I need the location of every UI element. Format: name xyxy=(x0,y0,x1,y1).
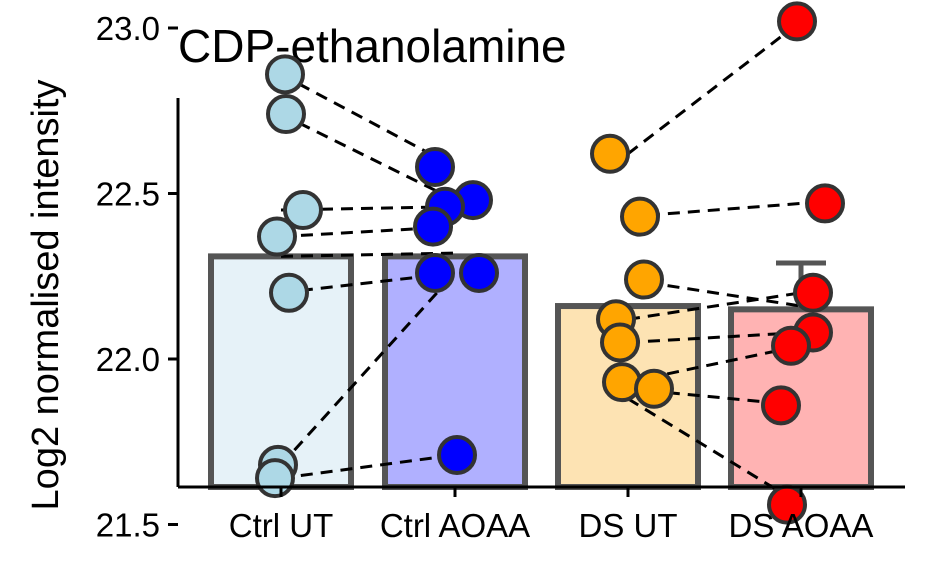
x-tick-label-0: Ctrl UT xyxy=(229,507,333,544)
x-tick-label-1: Ctrl AOAA xyxy=(380,507,530,544)
point-2-5 xyxy=(602,362,642,403)
y-tick-label-3: 23.0 xyxy=(96,10,160,47)
x-tick-label-2: DS UT xyxy=(579,507,678,544)
point-0-0 xyxy=(265,54,305,95)
point-0-4 xyxy=(269,272,309,313)
point-2-6 xyxy=(634,368,674,409)
point-2-0 xyxy=(590,133,630,174)
point-3-5 xyxy=(761,385,801,426)
point-3-0 xyxy=(777,1,817,42)
bar-3 xyxy=(728,306,874,490)
paired-line-7 xyxy=(280,453,456,480)
point-0-6 xyxy=(255,458,295,499)
paired-line-12 xyxy=(627,331,802,344)
paired-line-6 xyxy=(279,271,457,466)
point-2-1 xyxy=(620,196,660,237)
point-1-0 xyxy=(415,147,455,188)
point-0-3 xyxy=(257,216,297,257)
point-0-2 xyxy=(283,190,323,231)
point-2-2 xyxy=(624,259,664,300)
y-tick-label-0: 21.5 xyxy=(96,507,160,544)
paired-line-1 xyxy=(280,112,456,202)
chart-title: CDP-ethanolamine xyxy=(178,20,567,72)
y-tick-label-2: 22.5 xyxy=(96,176,160,213)
point-1-5 xyxy=(415,252,455,293)
point-1-4 xyxy=(459,252,499,293)
point-3-4 xyxy=(771,325,811,366)
point-0-1 xyxy=(266,94,306,135)
y-axis-label: Log2 normalised intensity xyxy=(25,80,67,511)
point-2-4 xyxy=(600,322,640,363)
paired-line-8 xyxy=(627,20,802,155)
x-tick-label-3: DS AOAA xyxy=(729,507,874,544)
point-3-1 xyxy=(805,183,845,224)
point-1-3 xyxy=(413,206,453,247)
paired-line-11 xyxy=(627,291,802,321)
point-1-6 xyxy=(437,434,477,475)
paired-line-4 xyxy=(280,251,456,258)
y-tick-label-1: 22.0 xyxy=(96,341,160,378)
point-3-2 xyxy=(793,272,833,313)
